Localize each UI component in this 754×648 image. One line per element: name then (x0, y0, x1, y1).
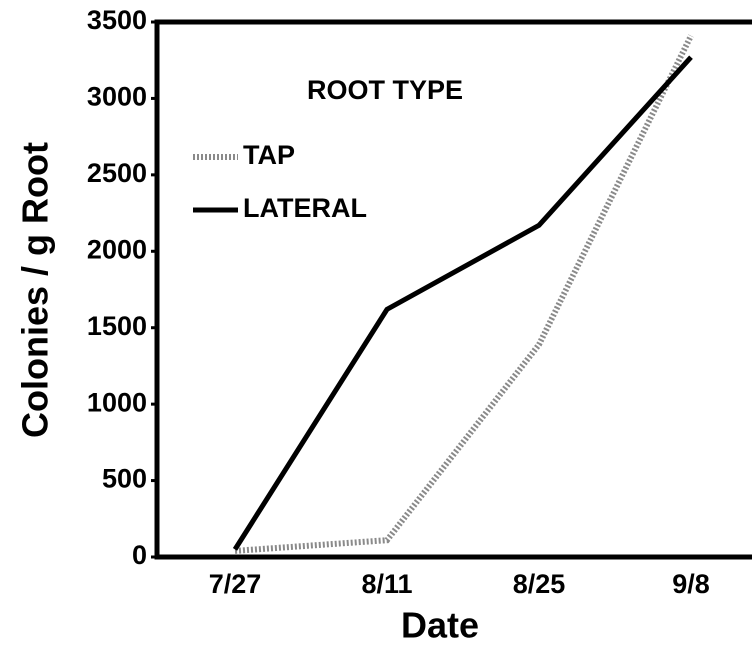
y-tick-label: 1000 (87, 387, 147, 417)
series-line (232, 55, 693, 551)
y-tick-label: 0 (132, 540, 147, 570)
x-tick-label: 9/8 (672, 569, 710, 599)
y-axis-label: Colonies / g Root (15, 142, 56, 438)
y-tick-label: 3500 (87, 5, 147, 35)
x-tick-label: 8/11 (361, 569, 412, 599)
x-tick-label: 8/25 (513, 569, 566, 599)
legend-label: TAP (243, 140, 295, 170)
y-tick-label: 1500 (87, 311, 147, 341)
legend-title: ROOT TYPE (307, 75, 463, 105)
y-tick-label: 500 (102, 464, 147, 494)
y-tick-label: 3000 (87, 82, 147, 112)
plot-frame (154, 19, 752, 560)
x-tick-label: 7/27 (209, 569, 262, 599)
series-line (234, 34, 694, 554)
y-tick-label: 2000 (87, 234, 147, 264)
x-axis-label: Date (401, 605, 479, 646)
legend-label: LATERAL (243, 193, 367, 223)
y-tick-label: 2500 (87, 158, 147, 188)
